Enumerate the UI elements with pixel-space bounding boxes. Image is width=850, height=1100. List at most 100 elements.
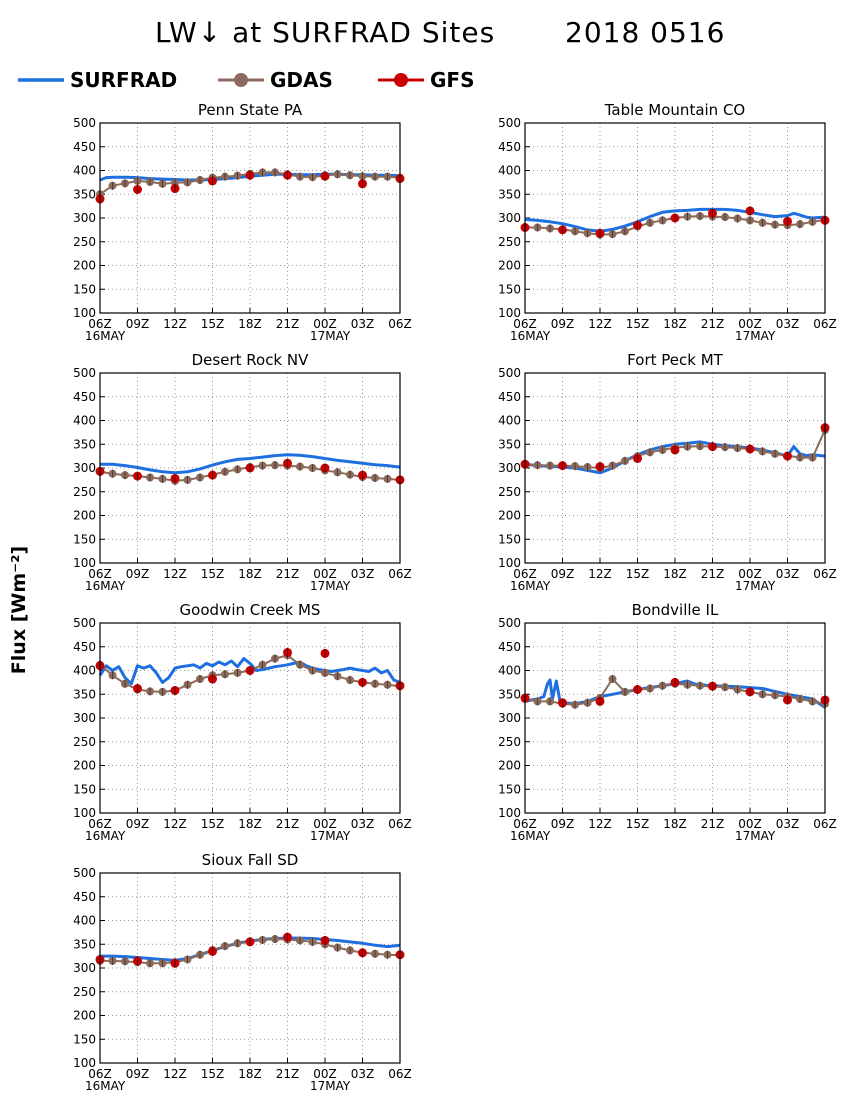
x-tick-label: 12Z [163,817,187,831]
panels: Penn State PA 06Z 09Z 12Z 15Z 18Z 21Z 00Z 03Z 06Z… [73,101,837,1093]
y-tick-label: 150 [73,282,96,296]
figure-date: 2018 0516 [565,16,725,49]
series-line-surfrad [98,657,401,686]
x-tick-label: 18Z [238,317,262,331]
panel-desert-rock-nv: Desert Rock NV 06Z 09Z 12Z 15Z 18Z 21Z 00Z 03Z 06… [73,351,412,593]
x-tick-label: 09Z [551,317,575,331]
x-tick-label: 03Z [351,567,375,581]
y-tick-label: 100 [73,556,96,570]
y-tick-label: 500 [73,366,96,380]
x-tick-label: 06Z [513,317,537,331]
x-tick-label: 15Z [626,317,650,331]
y-tick-label: 350 [73,937,96,951]
x-date-label: 16MAY [85,579,126,593]
x-tick-label: 03Z [776,567,800,581]
series-line-surfrad [100,453,401,475]
x-tick-label: 18Z [238,567,262,581]
y-tick-label: 250 [73,485,96,499]
y-tick-label: 300 [73,711,96,725]
y-axis-label: Flux [Wm⁻²] [8,546,30,674]
y-tick-label: 250 [73,985,96,999]
y-tick-label: 150 [73,1032,96,1046]
x-tick-label: 00Z [313,1067,337,1081]
x-tick-label: 21Z [701,567,725,581]
x-tick-label: 00Z [738,567,762,581]
y-tick-label: 450 [73,890,96,904]
x-tick-label: 21Z [276,817,300,831]
x-date-label: 17MAY [735,329,776,343]
plot-frame [524,622,826,814]
legend-label-gfs: GFS [430,68,474,92]
y-tick-label: 100 [73,1056,96,1070]
x-tick-label: 06Z [88,1067,112,1081]
x-tick-label: 09Z [551,567,575,581]
x-tick-label: 09Z [126,567,150,581]
x-tick-label: 09Z [551,817,575,831]
x-tick-label: 06Z [388,567,412,581]
x-tick-label: 15Z [626,817,650,831]
y-tick-label: 500 [73,866,96,880]
y-tick-label: 250 [498,485,521,499]
x-tick-label: 06Z [88,567,112,581]
x-date-label: 17MAY [310,1079,351,1093]
y-tick-label: 300 [73,461,96,475]
x-tick-label: 06Z [388,1067,412,1081]
x-date-label: 16MAY [510,579,551,593]
y-tick-label: 350 [73,437,96,451]
y-tick-label: 450 [498,140,521,154]
y-tick-label: 200 [498,259,521,273]
y-tick-label: 350 [498,687,521,701]
x-tick-label: 06Z [813,317,837,331]
x-tick-label: 06Z [88,817,112,831]
y-tick-label: 400 [73,164,96,178]
y-tick-label: 300 [73,211,96,225]
x-tick-label: 00Z [313,567,337,581]
x-tick-label: 18Z [663,817,687,831]
x-tick-label: 18Z [238,1067,262,1081]
panel-title: Sioux Fall SD [202,851,299,869]
y-tick-label: 450 [498,640,521,654]
y-tick-label: 200 [73,259,96,273]
x-tick-label: 12Z [588,817,612,831]
legend-marker-gdas [234,73,248,87]
x-tick-label: 15Z [201,567,225,581]
y-tick-label: 150 [498,282,521,296]
y-tick-label: 300 [498,211,521,225]
y-tick-label: 250 [498,235,521,249]
x-date-label: 17MAY [310,579,351,593]
x-date-label: 17MAY [735,829,776,843]
x-tick-label: 21Z [276,317,300,331]
y-tick-label: 350 [498,187,521,201]
y-tick-label: 300 [498,711,521,725]
x-tick-label: 21Z [701,317,725,331]
y-tick-label: 100 [498,556,521,570]
x-tick-label: 09Z [126,317,150,331]
x-tick-label: 18Z [663,567,687,581]
y-tick-label: 500 [498,116,521,130]
legend-entry-surfrad: SURFRAD [18,68,177,92]
legend-entry-gdas: GDAS [218,68,333,92]
y-tick-label: 200 [73,509,96,523]
x-tick-label: 00Z [738,317,762,331]
y-tick-label: 250 [73,235,96,249]
y-tick-label: 150 [498,532,521,546]
panel-title: Fort Peck MT [627,351,723,369]
legend-label-surfrad: SURFRAD [70,68,177,92]
y-tick-label: 100 [498,806,521,820]
x-tick-label: 06Z [388,817,412,831]
panel-penn-state-pa: Penn State PA 06Z 09Z 12Z 15Z 18Z 21Z 00Z 03Z 06Z… [73,101,412,343]
y-tick-label: 200 [498,759,521,773]
x-tick-label: 18Z [663,317,687,331]
plot-frame [99,122,401,314]
y-tick-label: 250 [73,735,96,749]
plot-frame [99,372,401,564]
x-tick-label: 06Z [88,317,112,331]
panel-title: Goodwin Creek MS [180,601,321,619]
x-date-label: 17MAY [310,329,351,343]
x-tick-label: 12Z [163,317,187,331]
x-tick-label: 00Z [313,817,337,831]
y-tick-label: 350 [73,687,96,701]
y-tick-label: 150 [73,782,96,796]
